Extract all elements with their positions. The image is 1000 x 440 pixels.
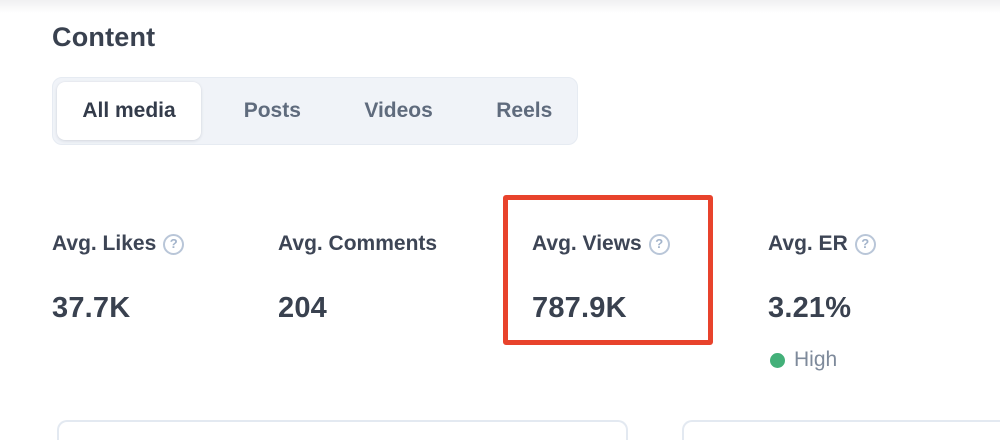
help-icon[interactable]: ?	[648, 233, 670, 255]
top-scroll-shadow	[0, 0, 1000, 13]
metric-avg-er: Avg. ER ? 3.21% High	[768, 231, 876, 372]
metric-avg-views: Avg. Views ? 787.9K	[532, 231, 670, 323]
metric-label: Avg. ER	[768, 232, 848, 255]
tab-reels[interactable]: Reels	[496, 99, 553, 122]
metric-avg-likes: Avg. Likes ? 37.7K	[52, 231, 185, 324]
tab-all-media[interactable]: All media	[57, 82, 201, 140]
help-icon[interactable]: ?	[854, 233, 876, 255]
card-outline-right	[682, 420, 1000, 440]
help-icon[interactable]: ?	[163, 233, 185, 255]
metric-avg-comments: Avg. Comments 204	[278, 231, 437, 323]
green-dot-icon	[770, 352, 785, 368]
section-title: Content	[52, 22, 156, 52]
tab-videos[interactable]: Videos	[364, 99, 433, 122]
metric-label: Avg. Comments	[278, 232, 438, 255]
metric-value: 37.7K	[52, 292, 131, 324]
er-level-badge: High	[770, 348, 876, 372]
metric-value: 204	[278, 292, 327, 324]
metric-value: 787.9K	[532, 292, 627, 324]
metric-label: Avg. Views	[532, 232, 642, 255]
metric-value: 3.21%	[768, 292, 852, 324]
er-level-label: High	[794, 348, 838, 371]
media-type-tab-bar: All media Posts Videos Reels	[52, 77, 578, 145]
card-outline-left	[57, 420, 628, 440]
tab-posts[interactable]: Posts	[243, 99, 301, 122]
metric-label: Avg. Likes	[52, 232, 157, 255]
